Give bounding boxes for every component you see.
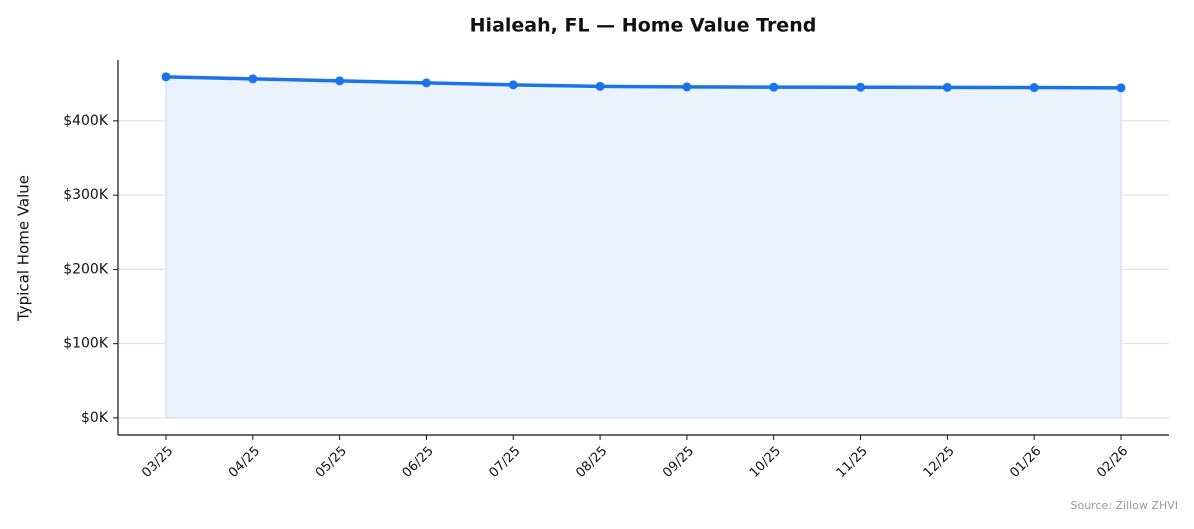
point <box>335 76 345 86</box>
x-tick-label: 09/25 <box>660 444 697 481</box>
point <box>1029 83 1039 93</box>
x-tick-label: 08/25 <box>573 444 610 481</box>
source-note: Source: Zillow ZHVI <box>1071 499 1179 512</box>
y-tick-label: $300K <box>63 187 109 203</box>
y-axis-label: Typical Home Value <box>15 175 33 322</box>
point <box>248 74 258 84</box>
y-tick-label: $400K <box>63 113 109 129</box>
point <box>508 80 518 90</box>
line <box>165 75 1122 90</box>
x-tick-label: 01/26 <box>1007 444 1044 481</box>
x-tick-label: 11/25 <box>834 444 871 481</box>
area <box>165 76 1122 419</box>
point <box>682 82 692 92</box>
point <box>1116 83 1126 93</box>
x-tick-label: 05/25 <box>313 444 350 481</box>
x-tick-label: 04/25 <box>226 444 263 481</box>
x-tick-label: 02/26 <box>1094 444 1131 481</box>
point <box>769 82 779 92</box>
point <box>942 82 952 92</box>
point <box>161 72 171 82</box>
point <box>856 82 866 92</box>
x-tick-label: 12/25 <box>921 444 958 481</box>
x-tick-label: 07/25 <box>486 444 523 481</box>
point <box>595 81 605 91</box>
point <box>421 78 431 88</box>
x-tick-label: 06/25 <box>400 444 437 481</box>
y-tick-label: $100K <box>63 336 109 352</box>
y-tick-label: $0K <box>81 410 109 426</box>
y-tick-label: $200K <box>63 261 109 277</box>
x-tick-label: 03/25 <box>139 444 176 481</box>
x-tick-label: 10/25 <box>747 444 784 481</box>
chart-title: Hialeah, FL — Home Value Trend <box>470 15 817 37</box>
